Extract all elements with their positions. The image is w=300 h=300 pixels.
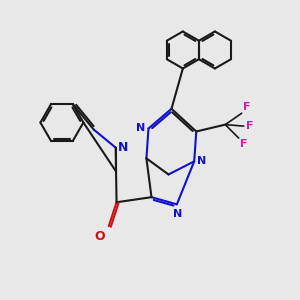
Text: N: N <box>118 140 128 154</box>
Text: O: O <box>94 230 105 243</box>
Text: F: F <box>243 102 251 112</box>
Text: N: N <box>197 156 206 166</box>
Text: F: F <box>246 121 253 131</box>
Text: N: N <box>173 208 182 218</box>
Text: F: F <box>240 139 248 149</box>
Text: N: N <box>136 123 145 133</box>
